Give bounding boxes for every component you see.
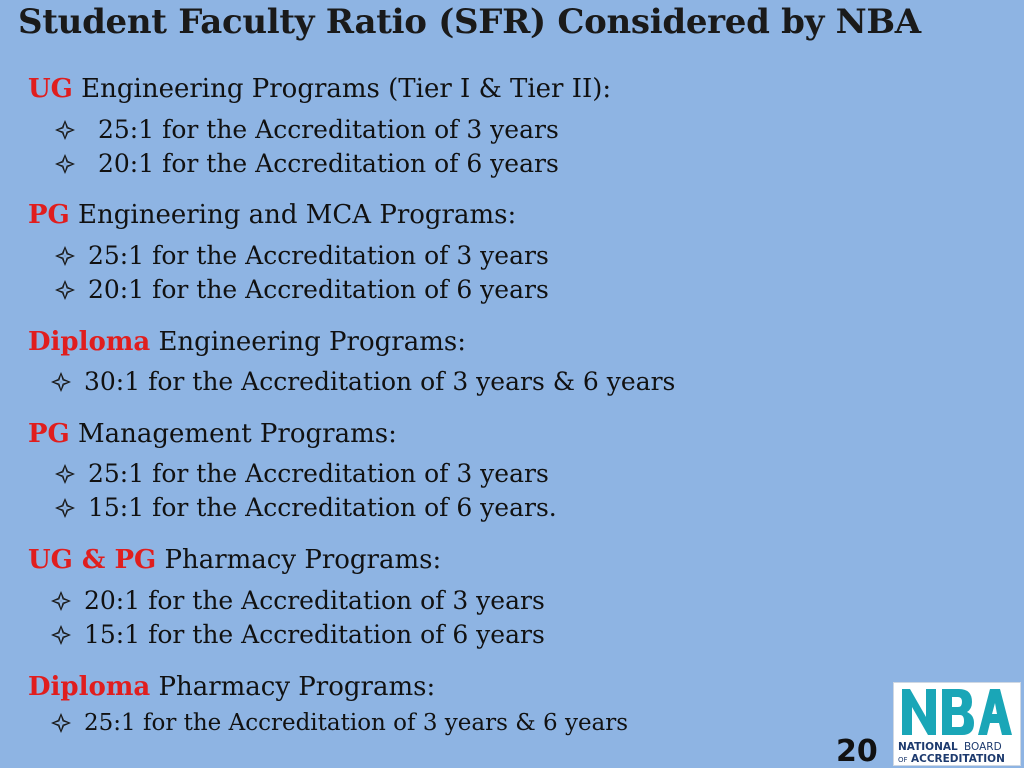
list-item-text: 25:1 for the Accreditation of 3 years & … bbox=[84, 710, 629, 736]
list-item-text: 15:1 for the Accreditation of 6 years bbox=[84, 620, 545, 649]
list-item-text: 25:1 for the Accreditation of 3 years bbox=[88, 459, 549, 488]
section-ug-pg-pharmacy: UG & PG Pharmacy Programs: bbox=[28, 545, 441, 575]
section-tag: UG & PG bbox=[28, 545, 157, 575]
slide-title: Student Faculty Ratio (SFR) Considered b… bbox=[18, 2, 921, 42]
four-petal-diamond-icon bbox=[50, 371, 72, 393]
four-petal-diamond-icon bbox=[54, 153, 76, 175]
nba-logo-icon: NATIONAL BOARD OF ACCREDITATION bbox=[898, 689, 1012, 765]
four-petal-diamond-icon bbox=[54, 497, 76, 519]
section-text: Engineering Programs (Tier I & Tier II): bbox=[72, 74, 612, 104]
section-tag: Diploma bbox=[28, 672, 151, 702]
section-text: Management Programs: bbox=[69, 419, 397, 449]
list-item: 30:1 for the Accreditation of 3 years & … bbox=[50, 367, 675, 396]
section-tag: Diploma bbox=[28, 327, 151, 357]
list-item: 25:1 for the Accreditation of 3 years bbox=[54, 115, 559, 144]
list-item-text: 20:1 for the Accreditation of 3 years bbox=[84, 586, 545, 615]
list-item-text: 15:1 for the Accreditation of 6 years. bbox=[88, 493, 557, 522]
four-petal-diamond-icon bbox=[50, 590, 72, 612]
logo-line2-b: ACCREDITATION bbox=[911, 753, 1005, 765]
four-petal-diamond-icon bbox=[54, 279, 76, 301]
section-tag: PG bbox=[28, 200, 70, 230]
list-item-text: 25:1 for the Accreditation of 3 years bbox=[98, 115, 559, 144]
list-item: 15:1 for the Accreditation of 6 years. bbox=[54, 493, 557, 522]
section-text: Engineering and MCA Programs: bbox=[69, 200, 517, 230]
list-item-text: 30:1 for the Accreditation of 3 years & … bbox=[84, 367, 676, 396]
logo-line1-a: NATIONAL bbox=[898, 741, 958, 753]
list-item: 20:1 for the Accreditation of 3 years bbox=[50, 586, 545, 615]
section-tag: PG bbox=[28, 419, 70, 449]
list-item-text: 20:1 for the Accreditation of 6 years bbox=[88, 275, 549, 304]
list-item: 15:1 for the Accreditation of 6 years bbox=[50, 620, 545, 649]
section-text: Pharmacy Programs: bbox=[156, 545, 442, 575]
section-diploma-engineering: Diploma Engineering Programs: bbox=[28, 327, 466, 357]
section-tag: UG bbox=[28, 74, 73, 104]
page-number: 20 bbox=[836, 734, 878, 768]
four-petal-diamond-icon bbox=[50, 624, 72, 646]
section-ug-engineering: UG Engineering Programs (Tier I & Tier I… bbox=[28, 74, 611, 104]
list-item-text: 20:1 for the Accreditation of 6 years bbox=[98, 149, 559, 178]
section-pg-management: PG Management Programs: bbox=[28, 419, 397, 449]
list-item: 20:1 for the Accreditation of 6 years bbox=[54, 275, 549, 304]
four-petal-diamond-icon bbox=[54, 245, 76, 267]
section-text: Pharmacy Programs: bbox=[150, 672, 436, 702]
section-text: Engineering Programs: bbox=[150, 327, 466, 357]
list-item-text: 25:1 for the Accreditation of 3 years bbox=[88, 241, 549, 270]
list-item: 25:1 for the Accreditation of 3 years bbox=[54, 459, 549, 488]
list-item: 20:1 for the Accreditation of 6 years bbox=[54, 149, 559, 178]
list-item: 25:1 for the Accreditation of 3 years & … bbox=[50, 710, 628, 736]
four-petal-diamond-icon bbox=[54, 119, 76, 141]
section-pg-engineering: PG Engineering and MCA Programs: bbox=[28, 200, 516, 230]
four-petal-diamond-icon bbox=[50, 712, 72, 734]
four-petal-diamond-icon bbox=[54, 463, 76, 485]
logo-line1-b: BOARD bbox=[964, 741, 1002, 753]
list-item: 25:1 for the Accreditation of 3 years bbox=[54, 241, 549, 270]
section-diploma-pharmacy: Diploma Pharmacy Programs: bbox=[28, 672, 435, 702]
nba-logo: NATIONAL BOARD OF ACCREDITATION bbox=[893, 682, 1021, 766]
logo-line2-a: OF bbox=[898, 756, 908, 764]
